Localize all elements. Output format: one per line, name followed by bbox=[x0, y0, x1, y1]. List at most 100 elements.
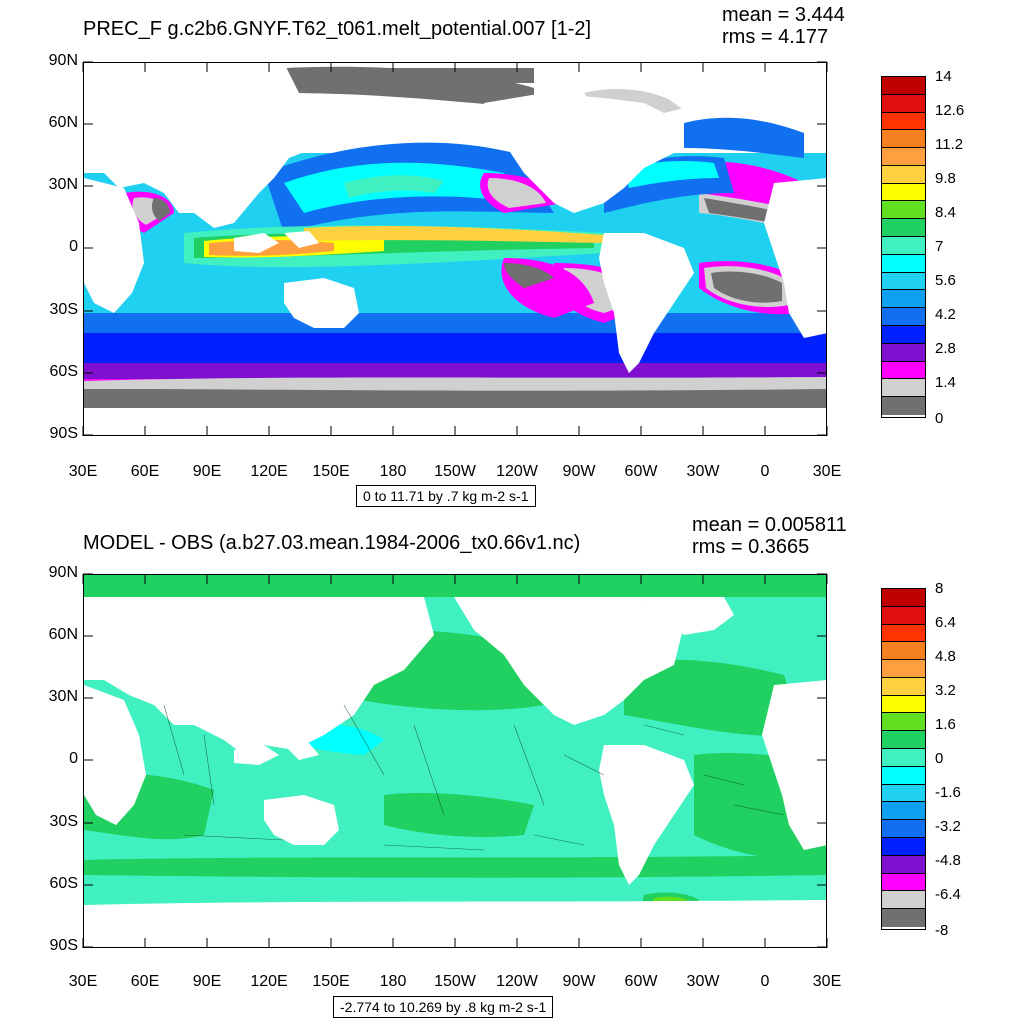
colorbar-segment bbox=[882, 731, 925, 750]
colorbar-segment bbox=[882, 624, 925, 643]
top-panel: PREC_F g.c2b6.GNYF.T62_t061.melt_potenti… bbox=[48, 4, 965, 507]
rms-stat: rms = 0.3665 bbox=[692, 536, 810, 558]
colorbar-segment bbox=[882, 254, 925, 273]
colorbar-segment bbox=[882, 397, 925, 415]
colorbar-label: 4.8 bbox=[935, 648, 956, 665]
colorbar-segment bbox=[882, 308, 925, 326]
bottom-panel: MODEL - OBS (a.b27.03.mean.1984-2006_tx0… bbox=[0, 512, 1024, 1024]
lon-label: 60W bbox=[624, 463, 658, 480]
lon-label: 60E bbox=[130, 463, 160, 480]
lat-label-60s: 60S bbox=[49, 875, 78, 892]
contour-info: -2.774 to 10.269 by .8 kg m-2 s-1 bbox=[333, 996, 554, 1018]
lon-label: 150W bbox=[434, 973, 476, 990]
lon-label: 150E bbox=[312, 463, 350, 480]
colorbar-label: 9.8 bbox=[935, 170, 956, 187]
lat-label-60n: 60N bbox=[48, 626, 78, 643]
lon-label: 90W bbox=[562, 463, 596, 480]
colorbar-label: 1.4 bbox=[935, 374, 956, 391]
colorbar-label: 5.6 bbox=[935, 272, 956, 289]
lat-label-eq: 0 bbox=[69, 750, 78, 767]
lon-label: 60E bbox=[130, 973, 160, 990]
lon-label: 30E bbox=[812, 463, 842, 480]
colorbar-segment bbox=[882, 77, 925, 95]
lat-label-60n: 60N bbox=[48, 114, 78, 131]
colorbar-segment bbox=[882, 749, 925, 767]
lon-label: 30W bbox=[686, 973, 720, 990]
colorbar-segment bbox=[882, 837, 925, 856]
colorbar-segment bbox=[882, 766, 925, 785]
mean-stat: mean = 0.005811 bbox=[692, 514, 847, 536]
colorbar-label: -4.8 bbox=[935, 852, 961, 869]
colorbar-segment bbox=[882, 820, 925, 838]
colorbar-segment bbox=[882, 660, 925, 678]
lon-label: 120E bbox=[250, 463, 288, 480]
colorbar-label: 0 bbox=[935, 750, 944, 767]
colorbar-segment bbox=[882, 219, 925, 238]
colorbar-segment bbox=[882, 343, 925, 362]
colorbar-label: -6.4 bbox=[935, 886, 961, 903]
precip-map-svg bbox=[84, 63, 826, 435]
lon-label: 60W bbox=[624, 973, 658, 990]
lon-label: 90W bbox=[562, 973, 596, 990]
colorbar-segment bbox=[882, 855, 925, 874]
lon-label: 180 bbox=[379, 973, 407, 990]
lat-label-30s: 30S bbox=[49, 813, 78, 830]
colorbar-label: 8.4 bbox=[935, 204, 956, 221]
colorbar-segment bbox=[882, 379, 925, 398]
lon-label: 180 bbox=[379, 463, 407, 480]
panel-title: PREC_F g.c2b6.GNYF.T62_t061.melt_potenti… bbox=[83, 18, 592, 40]
colorbar-segment bbox=[882, 290, 925, 309]
colorbar-label: 4.2 bbox=[935, 306, 956, 323]
lon-label: 120E bbox=[250, 973, 288, 990]
colorbar-segment bbox=[882, 148, 925, 166]
colorbar-label: 12.6 bbox=[935, 102, 965, 119]
colorbar-segment bbox=[882, 891, 925, 910]
lon-label: 150E bbox=[312, 973, 350, 990]
mean-stat: mean = 3.444 bbox=[722, 4, 845, 26]
rms-stat: rms = 4.177 bbox=[722, 26, 829, 48]
colorbar-label: 2.8 bbox=[935, 340, 956, 357]
lon-label: 0 bbox=[760, 973, 770, 990]
colorbar-label: 11.2 bbox=[935, 136, 964, 153]
colorbar-segment bbox=[882, 237, 925, 255]
colorbar-segment bbox=[882, 695, 925, 714]
colorbar-label: 14 bbox=[935, 68, 952, 85]
colorbar-label: 8 bbox=[935, 580, 944, 597]
colorbar-segment bbox=[882, 272, 925, 291]
lon-label: 30E bbox=[68, 973, 98, 990]
colorbar-segment bbox=[882, 606, 925, 625]
colorbar-segment bbox=[882, 713, 925, 732]
colorbar-segment bbox=[882, 325, 925, 344]
colorbar-segment bbox=[882, 165, 925, 184]
colorbar bbox=[881, 76, 926, 418]
colorbar bbox=[881, 588, 926, 930]
lon-label: 0 bbox=[760, 463, 770, 480]
colorbar-segment bbox=[882, 94, 925, 113]
lat-label-eq: 0 bbox=[69, 238, 78, 255]
colorbar-segment bbox=[882, 361, 925, 380]
colorbar-label: 7 bbox=[935, 238, 944, 255]
lat-label-30n: 30N bbox=[48, 176, 78, 193]
lon-label: 120W bbox=[496, 463, 538, 480]
colorbar-label: -1.6 bbox=[935, 784, 961, 801]
colorbar-label: 3.2 bbox=[935, 682, 956, 699]
lat-label-60s: 60S bbox=[49, 363, 78, 380]
precip-map bbox=[83, 62, 827, 436]
colorbar-label: -3.2 bbox=[935, 818, 961, 835]
colorbar-segment bbox=[882, 183, 925, 202]
colorbar-segment bbox=[882, 784, 925, 803]
colorbar-label: 0 bbox=[935, 410, 944, 427]
colorbar-segment bbox=[882, 130, 925, 149]
colorbar-segment bbox=[882, 112, 925, 131]
colorbar-segment bbox=[882, 677, 925, 696]
lon-label: 90E bbox=[192, 973, 222, 990]
lat-label-90n: 90N bbox=[48, 564, 78, 581]
colorbar-label: 1.6 bbox=[935, 716, 956, 733]
lon-label: 90E bbox=[192, 463, 222, 480]
colorbar-segment bbox=[882, 642, 925, 661]
colorbar-segment bbox=[882, 201, 925, 220]
difference-map bbox=[83, 574, 827, 948]
lat-label-90s: 90S bbox=[49, 937, 78, 954]
lon-label: 150W bbox=[434, 463, 476, 480]
colorbar-label: 6.4 bbox=[935, 614, 956, 631]
